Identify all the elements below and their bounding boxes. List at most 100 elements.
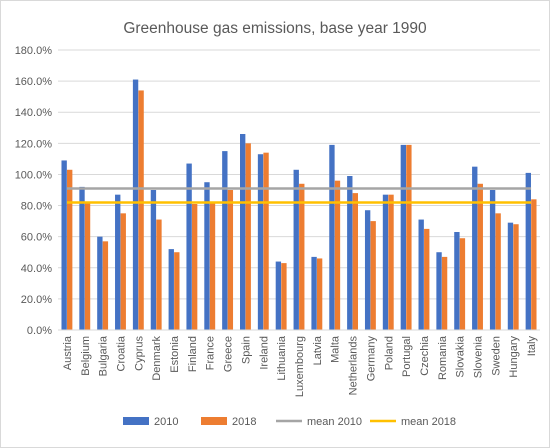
bar-2018-czechia bbox=[424, 228, 430, 330]
bar-2018-hungary bbox=[513, 224, 519, 330]
bar-2010-luxembourg bbox=[293, 169, 299, 330]
legend-2018: 2018 bbox=[201, 416, 256, 428]
y-tick-label: 140.0% bbox=[15, 107, 53, 119]
x-tick-label: Slovenia bbox=[473, 335, 485, 378]
x-tick-label: Netherlands bbox=[348, 336, 360, 396]
bar-2010-estonia bbox=[168, 249, 174, 330]
legend: 2010 2018 mean 2010 mean 2018 bbox=[123, 416, 456, 428]
bar-2010-malta bbox=[329, 144, 335, 330]
bar-2010-belgium bbox=[79, 186, 85, 330]
x-tick-label: Romania bbox=[437, 335, 449, 380]
bar-2010-czechia bbox=[418, 219, 424, 330]
bar-2010-portugal bbox=[400, 144, 407, 330]
x-axis-labels: Austria Belgium Bulgaria Croatia Cyprus Denma… bbox=[62, 335, 538, 397]
legend-2010-label: 2010 bbox=[154, 416, 178, 428]
legend-mean-2018-label: mean 2018 bbox=[401, 416, 456, 428]
x-tick-label: Latvia bbox=[312, 335, 324, 365]
x-tick-label: Germany bbox=[365, 336, 377, 382]
bar-2018-luxembourg bbox=[299, 183, 305, 330]
y-tick-label: 0.0% bbox=[27, 325, 52, 337]
x-tick-label: Malta bbox=[330, 335, 342, 363]
x-tick-label: Denmark bbox=[151, 336, 163, 381]
x-tick-label: Portugal bbox=[401, 336, 413, 377]
bar-2010-netherlands bbox=[347, 176, 353, 330]
gridlines bbox=[58, 49, 540, 300]
x-tick-label: Italy bbox=[526, 336, 538, 357]
x-tick-label: Croatia bbox=[115, 335, 127, 371]
legend-2018-label: 2018 bbox=[232, 416, 256, 428]
bar-2010-germany bbox=[364, 210, 371, 330]
bar-2010-slovakia bbox=[454, 232, 460, 330]
bar-2010-romania bbox=[436, 252, 442, 330]
bar-2010-austria bbox=[61, 160, 67, 330]
x-tick-label: Belgium bbox=[80, 336, 92, 376]
bar-2018-italy bbox=[531, 199, 537, 330]
bar-2018-germany bbox=[370, 221, 376, 330]
x-tick-label: Czechia bbox=[419, 335, 431, 376]
y-tick-label: 40.0% bbox=[21, 263, 52, 275]
x-tick-label: Finland bbox=[187, 336, 199, 372]
bar-2018-bulgaria bbox=[102, 241, 109, 330]
x-tick-label: Luxembourg bbox=[294, 336, 306, 397]
bar-2010-hungary bbox=[507, 222, 514, 330]
x-tick-label: Spain bbox=[240, 336, 252, 364]
legend-2010-swatch bbox=[123, 417, 149, 425]
bar-2010-ireland bbox=[257, 154, 264, 330]
bar-2018-croatia bbox=[120, 213, 126, 330]
bar-2018-latvia bbox=[316, 258, 323, 330]
bar-2010-poland bbox=[382, 194, 389, 330]
y-tick-label: 80.0% bbox=[21, 201, 52, 213]
bar-2010-lithuania bbox=[275, 261, 282, 330]
x-tick-label: Poland bbox=[383, 336, 395, 370]
bar-2010-latvia bbox=[311, 256, 317, 330]
y-tick-label: 60.0% bbox=[21, 232, 52, 244]
bar-2018-austria bbox=[67, 169, 73, 330]
bar-2010-france bbox=[204, 182, 210, 330]
legend-2018-swatch bbox=[201, 417, 227, 425]
x-tick-label: Austria bbox=[62, 335, 74, 370]
bar-2018-estonia bbox=[174, 252, 180, 330]
x-tick-label: Hungary bbox=[508, 336, 520, 378]
bar-2010-sweden bbox=[489, 190, 496, 330]
bar-2018-romania bbox=[441, 256, 448, 330]
x-tick-label: Bulgaria bbox=[98, 335, 110, 376]
bar-2018-poland bbox=[388, 194, 394, 330]
bar-2010-spain bbox=[239, 134, 246, 330]
bar-2018-cyprus bbox=[138, 90, 144, 330]
bar-2018-portugal bbox=[406, 144, 412, 330]
bar-2018-malta bbox=[334, 180, 341, 330]
bar-2010-finland bbox=[186, 163, 192, 330]
legend-mean-2010-label: mean 2010 bbox=[307, 416, 362, 428]
bar-2010-croatia bbox=[115, 194, 121, 330]
bar-2018-spain bbox=[245, 143, 251, 330]
bar-2010-bulgaria bbox=[97, 236, 103, 330]
bar-2018-slovenia bbox=[477, 183, 483, 330]
x-tick-label: Slovakia bbox=[455, 335, 467, 377]
bar-2018-slovakia bbox=[459, 238, 466, 330]
bar-2010-denmark bbox=[150, 190, 157, 330]
bar-2018-netherlands bbox=[352, 193, 359, 330]
bar-2010-slovenia bbox=[472, 166, 478, 330]
y-axis-ticks: 0.0% 20.0% 40.0% 60.0% 80.0% 100.0% 120.0% 140.… bbox=[15, 45, 53, 337]
y-tick-label: 180.0% bbox=[15, 45, 53, 57]
bar-2018-denmark bbox=[156, 219, 162, 330]
bar-2018-ireland bbox=[263, 152, 269, 330]
x-tick-label: Greece bbox=[223, 336, 235, 372]
bar-2018-finland bbox=[191, 204, 198, 330]
x-tick-label: Cyprus bbox=[133, 336, 145, 371]
chart-title: Greenhouse gas emissions, base year 1990 bbox=[123, 20, 427, 37]
x-tick-label: Ireland bbox=[258, 336, 270, 370]
y-tick-label: 160.0% bbox=[15, 76, 53, 88]
y-tick-label: 120.0% bbox=[15, 138, 53, 150]
bar-2018-sweden bbox=[495, 213, 501, 330]
bar-2010-italy bbox=[525, 172, 531, 330]
legend-mean-2010: mean 2010 bbox=[276, 416, 362, 428]
legend-2010: 2010 bbox=[123, 416, 178, 428]
bar-2018-belgium bbox=[84, 202, 91, 330]
bar-2010-cyprus bbox=[132, 79, 139, 330]
x-tick-label: Sweden bbox=[490, 336, 502, 376]
legend-mean-2018: mean 2018 bbox=[370, 416, 456, 428]
x-tick-label: Lithuania bbox=[276, 335, 288, 381]
bars bbox=[61, 79, 537, 330]
